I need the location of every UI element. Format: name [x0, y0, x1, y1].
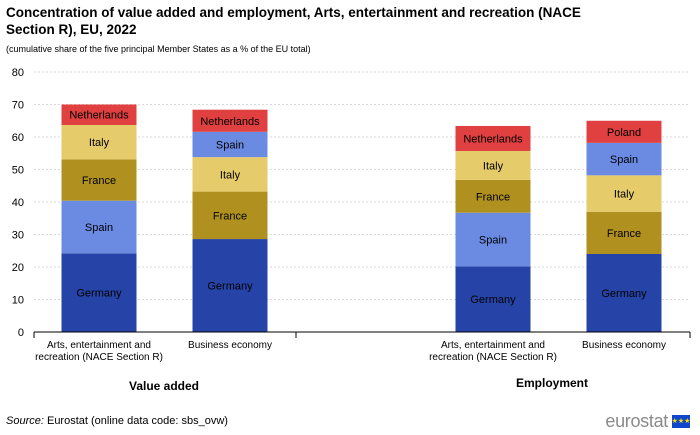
segment-label: Germany — [470, 294, 516, 306]
y-tick-label: 10 — [12, 295, 24, 307]
chart-title: Concentration of value added and employm… — [6, 5, 581, 37]
x-category-label: Business economy — [582, 340, 666, 351]
segment-label: Netherlands — [69, 110, 129, 122]
bar-segment-italy — [586, 175, 662, 212]
x-category-label: recreation (NACE Section R) — [35, 352, 163, 363]
y-tick-label: 60 — [12, 132, 24, 144]
segment-label: Spain — [479, 235, 507, 247]
segment-label: Germany — [76, 288, 122, 300]
group-label: Value added — [129, 379, 199, 393]
x-category-label: recreation (NACE Section R) — [429, 352, 557, 363]
segment-label: France — [607, 228, 641, 240]
bar-segment-germany — [455, 266, 531, 332]
segment-label: Germany — [601, 288, 647, 300]
bar-segment-netherlands — [61, 104, 137, 125]
y-tick-label: 0 — [18, 327, 24, 339]
bar-segment-poland — [586, 120, 662, 143]
segment-label: Italy — [614, 189, 635, 201]
x-category-label: Arts, entertainment and — [47, 340, 151, 351]
bar-segment-italy — [192, 157, 268, 192]
bar-segment-italy — [455, 150, 531, 180]
segment-label: Netherlands — [463, 133, 523, 145]
segment-label: Italy — [483, 160, 504, 172]
bar-segment-netherlands — [455, 125, 531, 151]
bar-segment-germany — [61, 253, 137, 332]
x-category-label: Arts, entertainment and — [441, 340, 545, 351]
bar-segment-france — [192, 191, 268, 240]
segment-label: France — [82, 175, 116, 187]
bar-segment-spain — [586, 142, 662, 176]
y-tick-label: 70 — [12, 100, 24, 112]
source-note: Source: Eurostat (online data code: sbs_… — [6, 415, 228, 427]
group-label: Employment — [516, 376, 588, 390]
segment-label: Spain — [85, 222, 113, 234]
stacked-bar-chart: 0 10 20 30 40 50 60 70 80 Germany Spain France Italy… — [12, 67, 691, 393]
y-tick-label: 30 — [12, 230, 24, 242]
y-tick-label: 20 — [12, 262, 24, 274]
segment-label: France — [476, 191, 510, 203]
bar-segment-france — [455, 179, 531, 213]
source-text: Eurostat (online data code: sbs_ovw) — [43, 415, 228, 427]
segment-label: Netherlands — [200, 116, 260, 128]
segment-label: Italy — [220, 169, 241, 181]
bar-segment-spain — [61, 200, 137, 254]
eu-flag-icon: ★★★ — [672, 415, 690, 428]
bar-segment-france — [61, 159, 137, 201]
bar-segment-spain — [455, 212, 531, 267]
x-category-label: Business economy — [188, 340, 272, 351]
bar-segment-germany — [192, 239, 268, 332]
bar-segment-italy — [61, 124, 137, 160]
chart-subtitle: (cumulative share of the five principal … — [6, 44, 311, 54]
bar-segment-germany — [586, 254, 662, 332]
bar-segment-spain — [192, 131, 268, 158]
y-tick-label: 40 — [12, 197, 24, 209]
bar-segment-netherlands — [192, 109, 268, 132]
bar-segment-france — [586, 211, 662, 254]
segment-label: Spain — [216, 139, 244, 151]
y-tick-label: 80 — [12, 67, 24, 79]
eurostat-logo: eurostat ★★★ — [605, 411, 690, 432]
segment-label: Poland — [607, 127, 641, 139]
segment-label: France — [213, 210, 247, 222]
logo-text: eurostat — [605, 411, 668, 431]
y-tick-label: 50 — [12, 165, 24, 177]
segment-label: Spain — [610, 154, 638, 166]
segment-label: Italy — [89, 137, 110, 149]
segment-label: Germany — [207, 281, 253, 293]
source-label: Source: — [6, 415, 44, 427]
